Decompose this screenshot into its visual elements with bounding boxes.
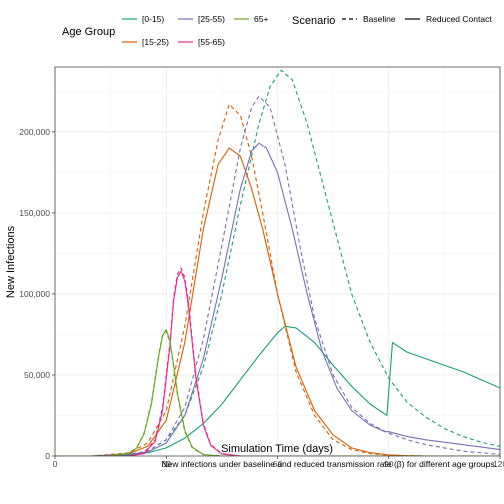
- legend-label-group: [55-65): [198, 37, 225, 47]
- y-tick-label: 100,000: [19, 289, 50, 299]
- legend-label-group: [0-15): [142, 14, 164, 24]
- legend-label-scenario: Baseline: [363, 14, 396, 24]
- series-line-2555-reduced: [55, 142, 500, 456]
- y-tick-label: 50,000: [24, 370, 50, 380]
- x-axis-title: Simulation Time (days): [221, 443, 333, 455]
- legend: Age Group [0-15) [15-25) [25-55) [55-65) 65+ S…: [62, 14, 492, 47]
- legend-label-group: [15-25): [142, 37, 169, 47]
- grid-lines: [54, 67, 501, 457]
- x-tick-label: 60: [273, 459, 283, 469]
- legend-label-group: 65+: [254, 14, 268, 24]
- series-line-5565-reduced: [55, 270, 500, 456]
- series-line-2555-baseline: [55, 95, 500, 456]
- y-axis-title: New Infections: [5, 225, 17, 298]
- y-tick-label: 0: [45, 451, 50, 461]
- series-line-65+-reduced: [55, 329, 500, 456]
- x-tick-label: 120: [493, 459, 504, 469]
- series-lines: [55, 69, 500, 456]
- y-tick-label: 150,000: [19, 208, 50, 218]
- legend-label-group: [25-55): [198, 14, 225, 24]
- x-tick-label: 0: [53, 459, 58, 469]
- series-line-015-reduced: [55, 325, 500, 456]
- x-tick-label: 30: [162, 459, 172, 469]
- legend-title-age-group: Age Group: [62, 26, 115, 38]
- legend-title-scenario: Scenario: [292, 15, 335, 27]
- axes: 0 30 60 90 120 0 50,000 100,000 150,000 200,000: [19, 66, 504, 469]
- chart-caption: New infections under baseline and reduce…: [162, 459, 497, 469]
- series-line-1525-reduced: [55, 147, 500, 456]
- y-tick-label: 200,000: [19, 127, 50, 137]
- x-tick-label: 90: [384, 459, 394, 469]
- legend-label-scenario: Reduced Contact: [426, 14, 492, 24]
